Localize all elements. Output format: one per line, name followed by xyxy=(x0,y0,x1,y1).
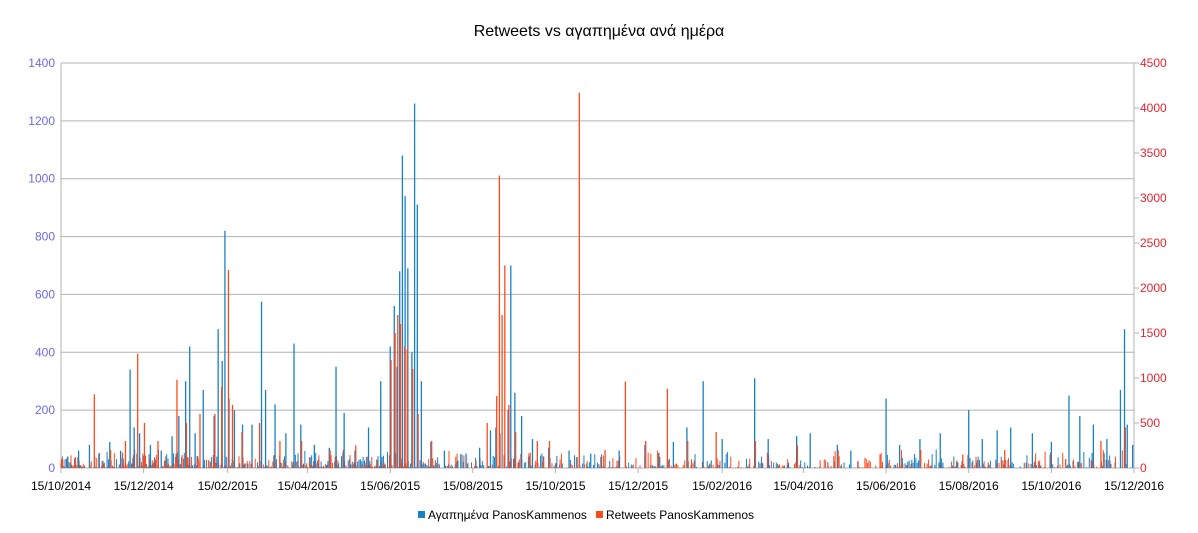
chart-title: Retweets vs αγαπημένα ανά ημέρα xyxy=(474,23,725,40)
x-tick-label: 15/08/2016 xyxy=(939,479,999,493)
legend: Αγαπημένα PanosKammenos Retweets PanosKam… xyxy=(418,508,754,522)
x-tick-label: 15/02/2016 xyxy=(692,479,752,493)
x-tick-label: 15/10/2014 xyxy=(31,479,91,493)
left-tick-label: 600 xyxy=(35,287,55,301)
legend-swatch xyxy=(595,511,603,518)
right-tick-label: 4500 xyxy=(1140,56,1167,70)
right-tick-label: 2000 xyxy=(1140,281,1167,295)
left-tick-label: 400 xyxy=(35,345,55,359)
left-tick-label: 200 xyxy=(35,403,55,417)
right-tick-label: 1500 xyxy=(1140,326,1167,340)
right-tick-label: 3500 xyxy=(1140,146,1167,160)
x-tick-label: 15/12/2014 xyxy=(114,479,174,493)
x-tick-label: 15/06/2016 xyxy=(856,479,916,493)
right-tick-label: 500 xyxy=(1140,416,1160,430)
x-tick-label: 15/10/2015 xyxy=(525,479,585,493)
left-tick-label: 0 xyxy=(48,461,55,475)
right-tick-label: 4000 xyxy=(1140,101,1167,115)
x-tick-label: 15/04/2016 xyxy=(773,479,833,493)
legend-label: Retweets PanosKammenos xyxy=(606,508,754,522)
x-tick-label: 15/04/2015 xyxy=(278,479,338,493)
legend-label: Αγαπημένα PanosKammenos xyxy=(428,508,587,522)
right-tick-label: 2500 xyxy=(1140,236,1167,250)
left-tick-label: 1200 xyxy=(28,114,55,128)
left-y-axis: 0 200 400 600 800 1000 1200 1400 xyxy=(28,56,55,475)
x-tick-label: 15/12/2016 xyxy=(1104,479,1164,493)
right-tick-label: 1000 xyxy=(1140,371,1167,385)
left-tick-label: 1400 xyxy=(28,56,55,70)
legend-swatch xyxy=(418,511,425,518)
left-tick-label: 1000 xyxy=(28,172,55,186)
x-tick-label: 15/02/2015 xyxy=(198,479,258,493)
x-tick-label: 15/08/2015 xyxy=(443,479,503,493)
series-bars xyxy=(61,92,1134,468)
x-axis: 15/10/2014 15/12/2014 15/02/2015 15/04/2015… xyxy=(31,468,1164,493)
left-tick-label: 800 xyxy=(35,230,55,244)
right-tick-label: 3000 xyxy=(1140,191,1167,205)
x-tick-label: 15/06/2015 xyxy=(360,479,420,493)
x-tick-label: 15/12/2015 xyxy=(608,479,668,493)
right-tick-label: 0 xyxy=(1140,461,1147,475)
right-y-axis: 0 500 1000 1500 2000 2500 3000 3500 4000 4500 xyxy=(1134,56,1167,475)
x-tick-label: 15/10/2016 xyxy=(1021,479,1081,493)
